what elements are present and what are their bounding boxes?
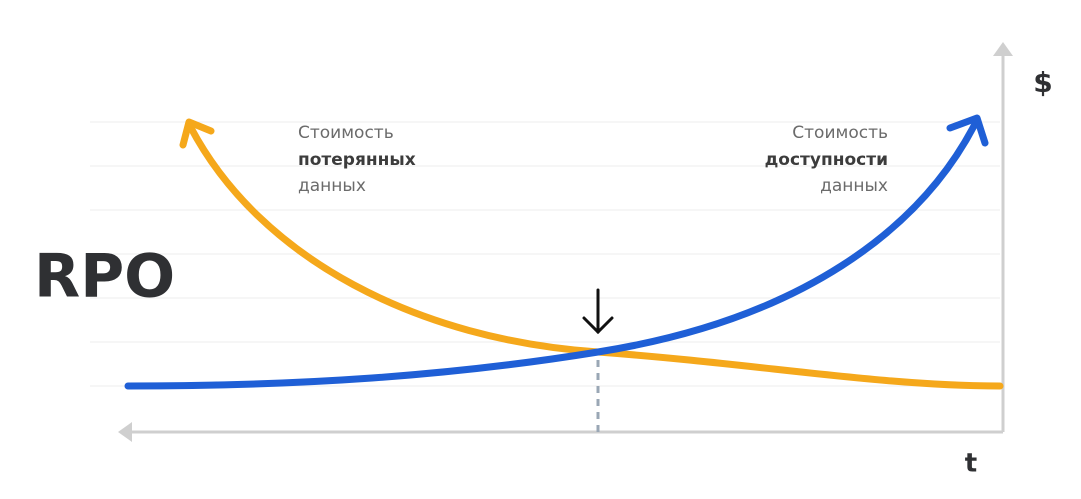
curve-label: данных: [820, 176, 888, 196]
curve-label: Стоимость: [792, 123, 888, 143]
curve-label: данных: [298, 176, 366, 196]
title: RPO: [34, 242, 175, 312]
curve-label: потерянных: [298, 150, 416, 170]
availability-curve: [124, 114, 989, 390]
curve-label: Стоимость: [298, 123, 394, 143]
x-axis-label: t: [965, 449, 977, 479]
curve-label: доступности: [765, 150, 888, 170]
intersection-arrow: [582, 288, 614, 335]
axes: [118, 42, 1013, 442]
y-axis-label: $: [1033, 66, 1052, 99]
